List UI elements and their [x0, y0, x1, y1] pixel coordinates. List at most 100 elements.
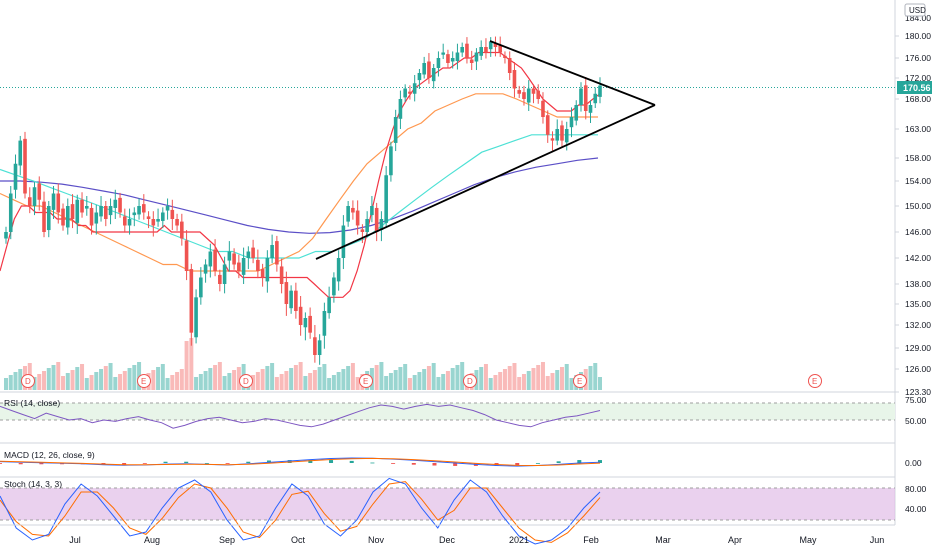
volume-bar	[222, 376, 227, 390]
candle-body	[294, 290, 298, 311]
signal-line	[0, 457, 601, 467]
candle-body	[455, 52, 460, 61]
rsi-band	[0, 403, 895, 420]
candle-body	[175, 219, 179, 226]
volume-bar	[407, 378, 412, 390]
volume-bar	[488, 378, 493, 390]
volume-bar	[308, 373, 313, 390]
volume-bar	[170, 375, 175, 390]
volume-bar	[18, 369, 23, 390]
macd-histogram-bar	[122, 463, 127, 465]
candle-body	[412, 83, 417, 94]
stoch-pane: Stoch (14, 3, 3) 80.00 40.00	[0, 477, 927, 545]
candle-body	[118, 197, 122, 213]
macd-tick-0: 0.00	[905, 458, 922, 468]
candle-body	[526, 88, 531, 103]
volume-bar	[493, 375, 498, 390]
volume-bar	[13, 372, 18, 390]
volume-bar	[113, 377, 118, 390]
macd-histogram-bar	[349, 460, 354, 463]
price-tick-label: 150.00	[905, 201, 931, 211]
candle-body	[194, 297, 198, 338]
macd-histogram-bar	[535, 463, 540, 464]
candle-body	[484, 47, 488, 53]
candle-body	[479, 47, 483, 56]
event-marker-label: D	[25, 377, 31, 386]
volume-bar	[51, 365, 56, 390]
macd-histogram-bar	[577, 460, 582, 463]
volume-bar	[84, 378, 89, 390]
volume-bar	[445, 371, 450, 390]
volume-bar	[564, 364, 569, 390]
candle-body	[536, 90, 541, 99]
macd-histogram-bar	[432, 463, 437, 466]
volume-bar	[455, 365, 460, 390]
time-tick-label: Jul	[69, 535, 81, 545]
volume-bar	[593, 363, 598, 390]
volume-bar	[265, 366, 270, 390]
volume-bar	[279, 374, 284, 390]
volume-bar	[588, 366, 593, 390]
currency-badge[interactable]	[904, 3, 926, 17]
candles	[4, 36, 602, 365]
price-tick-label: 172.00	[905, 73, 931, 83]
volume-bar	[512, 363, 517, 390]
macd-histogram-bar	[515, 463, 520, 466]
volume-bar	[598, 377, 602, 390]
volume-bar	[260, 369, 265, 390]
price-tick-label: 176.00	[905, 53, 931, 63]
candle-body	[588, 105, 593, 113]
candle-body	[237, 262, 241, 271]
candle-body	[284, 282, 289, 304]
volume-bar	[198, 374, 203, 390]
price-tick-label: 154.00	[905, 176, 931, 186]
volume-bar	[422, 369, 427, 390]
volume-bar	[536, 365, 541, 390]
volume-bar	[550, 373, 555, 390]
candle-body	[156, 219, 160, 222]
volume-bar	[80, 364, 85, 390]
price-tick-label: 168.00	[905, 94, 931, 104]
macd-histogram-bar	[184, 461, 189, 463]
stoch-d-line	[0, 481, 601, 543]
volume-bar	[65, 373, 70, 390]
volume-bar	[208, 368, 213, 390]
candle-body	[199, 277, 203, 298]
candle-body	[298, 306, 303, 325]
candle-body	[313, 337, 317, 355]
volume-bar	[327, 378, 332, 390]
volume-bar	[56, 362, 61, 390]
event-marker-label: D	[243, 377, 249, 386]
volume-bar	[175, 372, 180, 390]
last-price-label: 170.56	[903, 83, 931, 93]
volume-bar	[46, 368, 51, 390]
candle-body	[422, 63, 426, 75]
candle-body	[579, 88, 583, 105]
event-marker	[137, 374, 151, 388]
volume-bar	[331, 375, 336, 390]
volume-bar	[156, 367, 161, 390]
volume-bar	[89, 375, 94, 390]
price-tick-label: 180.00	[905, 31, 931, 41]
price-tick-label: 126.00	[905, 364, 931, 374]
macd-histogram-bar	[391, 463, 396, 464]
volume-bar	[521, 374, 526, 390]
volume-bar	[108, 363, 113, 390]
candle-body	[460, 47, 464, 53]
candle-body	[474, 52, 479, 62]
candle-body	[560, 125, 564, 141]
candle-body	[279, 266, 284, 284]
candle-body	[531, 88, 536, 94]
candle-body	[8, 193, 13, 232]
ema-mid-line	[0, 93, 598, 272]
volume-bar	[122, 371, 127, 390]
candle-body	[517, 90, 522, 94]
volume-bar	[203, 371, 208, 390]
volume-bar	[398, 367, 403, 390]
event-marker-label: E	[577, 377, 582, 386]
volume-bar	[103, 366, 108, 390]
price-tick-label: 138.00	[905, 279, 931, 289]
volume-bar	[289, 368, 294, 390]
event-marker-label: E	[363, 377, 368, 386]
